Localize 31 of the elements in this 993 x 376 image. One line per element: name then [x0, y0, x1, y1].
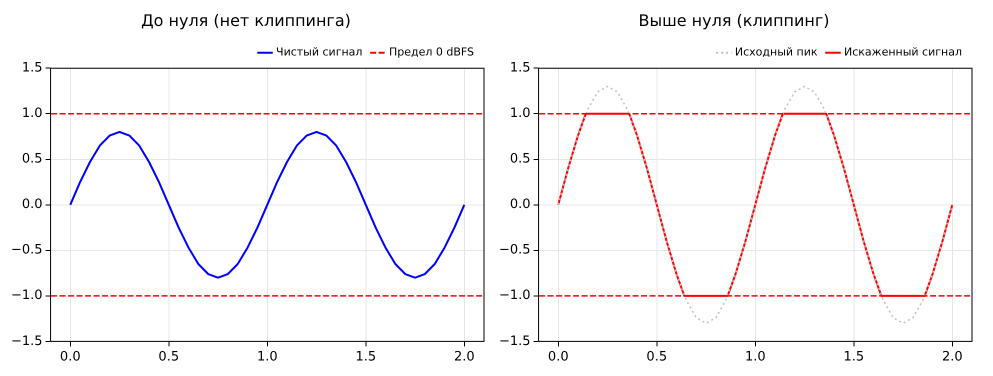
y-tick-label: 0.0: [510, 197, 531, 212]
y-tick-label: 0.0: [22, 197, 43, 212]
y-tick-label: 1.5: [510, 60, 531, 76]
x-tick-label: 0.5: [646, 350, 668, 365]
chart-title: Выше нуля (клиппинг): [638, 10, 830, 30]
y-tick-label: 0.5: [510, 152, 531, 167]
x-tick-label: 1.5: [843, 350, 864, 365]
y-tick-label: −0.5: [10, 242, 43, 258]
x-tick-label: 1.5: [355, 350, 376, 365]
y-tick-label: 1.5: [22, 60, 43, 76]
x-tick-label: 0.5: [158, 350, 180, 365]
y-tick-label: 1.0: [22, 106, 43, 122]
y-tick-label: −1.0: [498, 288, 531, 304]
x-tick-label: 0.0: [60, 350, 81, 365]
legend-label: Исходный пик: [734, 46, 818, 59]
legend-label: Чистый сигнал: [276, 46, 362, 59]
chart-title: До нуля (нет клиппинга): [141, 10, 351, 30]
x-tick-label: 1.0: [744, 350, 766, 365]
x-tick-label: 1.0: [256, 350, 278, 365]
legend-label: Искаженный сигнал: [844, 46, 962, 59]
x-tick-label: 0.0: [548, 350, 569, 365]
y-tick-label: −1.0: [10, 288, 43, 304]
legend-label: Предел 0 dBFS: [388, 46, 474, 59]
x-tick-label: 2.0: [942, 350, 963, 365]
y-tick-label: 1.0: [510, 106, 531, 122]
x-tick-label: 2.0: [454, 350, 475, 365]
y-tick-label: −0.5: [498, 242, 531, 258]
y-tick-label: 0.5: [22, 152, 43, 167]
y-tick-label: −1.5: [10, 334, 43, 349]
y-tick-label: −1.5: [498, 334, 531, 349]
line-series: [558, 86, 954, 324]
